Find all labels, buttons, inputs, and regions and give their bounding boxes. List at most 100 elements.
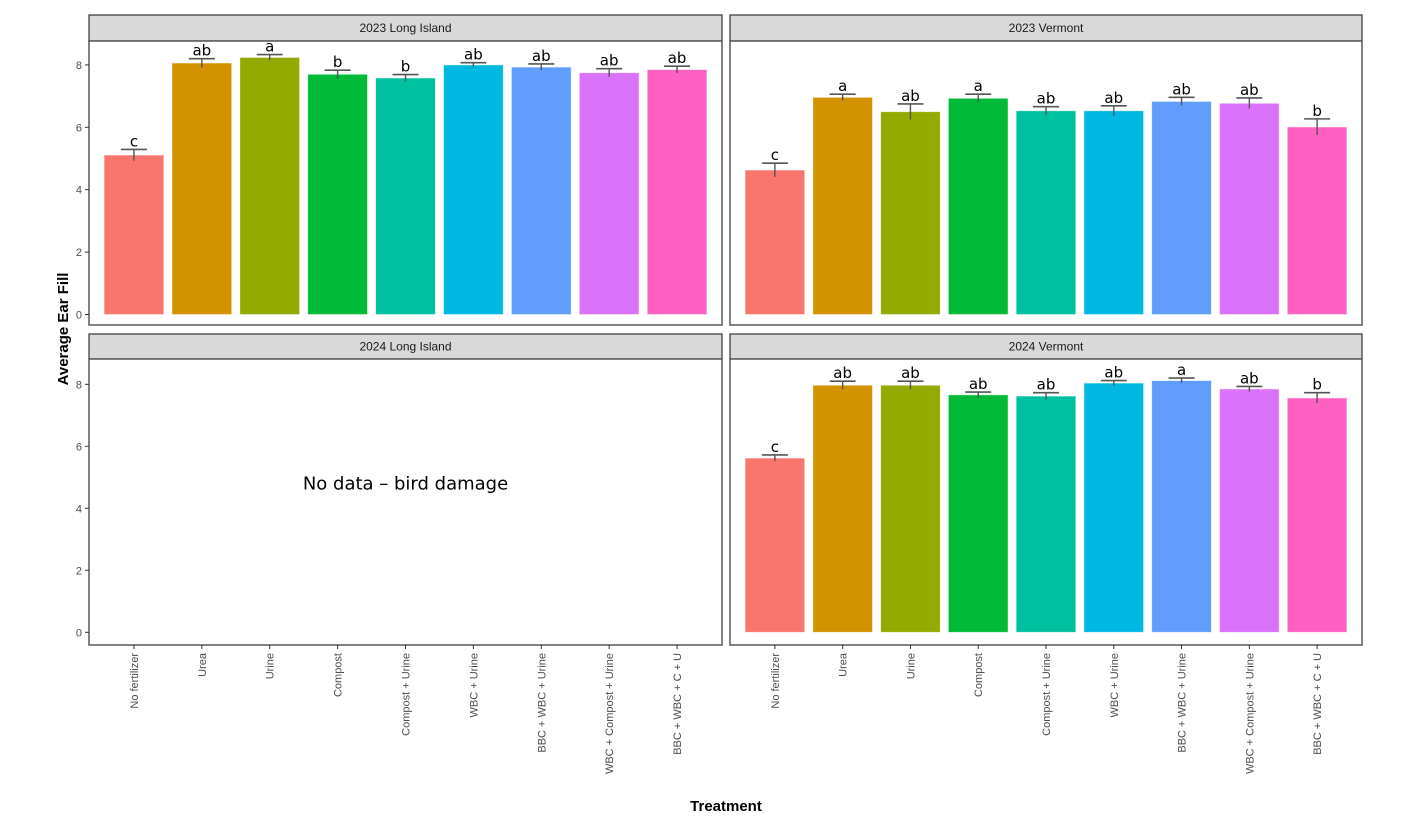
significance-letter: ab bbox=[1240, 81, 1259, 99]
bar bbox=[1219, 102, 1280, 315]
facet-strip-label: 2024 Vermont bbox=[1009, 340, 1084, 354]
x-tick-label: Compost bbox=[333, 653, 345, 697]
x-tick-label: WBC + Compost + Urine bbox=[604, 653, 616, 774]
bar bbox=[511, 66, 572, 315]
bar bbox=[1151, 380, 1212, 633]
facet-strip-label: 2023 Vermont bbox=[1009, 21, 1084, 35]
bar bbox=[1219, 388, 1280, 633]
y-tick-label: 6 bbox=[76, 441, 82, 453]
x-tick-label: No fertilizer bbox=[129, 653, 141, 709]
bar bbox=[307, 73, 368, 315]
facet-strip bbox=[88, 333, 723, 360]
bar bbox=[1083, 382, 1145, 633]
bar bbox=[812, 96, 873, 315]
bar bbox=[375, 77, 436, 315]
x-tick-label: Urea bbox=[197, 652, 209, 677]
panel-frame bbox=[88, 358, 723, 646]
significance-letter: ab bbox=[1037, 376, 1056, 394]
significance-letter: b bbox=[1312, 102, 1322, 120]
facet-strip bbox=[729, 14, 1363, 42]
significance-letter: ab bbox=[1037, 90, 1056, 108]
x-tick-label: Urine bbox=[265, 653, 277, 679]
y-tick-label: 8 bbox=[76, 60, 82, 72]
y-tick-label: 8 bbox=[76, 379, 82, 391]
x-tick-label: Urea bbox=[838, 652, 850, 677]
x-tick-label: Compost + Urine bbox=[401, 653, 413, 736]
x-tick-label: Urine bbox=[905, 653, 917, 679]
significance-letter: c bbox=[771, 146, 779, 164]
x-tick-label: BBC + WBC + C + U bbox=[672, 653, 684, 755]
x-tick-label: BBC + WBC + Urine bbox=[1177, 653, 1189, 753]
significance-letter: b bbox=[401, 58, 411, 76]
x-tick-label: WBC + Compost + Urine bbox=[1244, 653, 1256, 774]
bar bbox=[1015, 110, 1077, 315]
bar bbox=[1286, 126, 1348, 315]
facet-strip bbox=[88, 14, 723, 42]
significance-letter: ab bbox=[1104, 89, 1123, 107]
significance-letter: ab bbox=[532, 47, 551, 65]
x-tick-label: Compost + Urine bbox=[1041, 653, 1053, 736]
bar bbox=[1083, 110, 1145, 315]
significance-letter: ab bbox=[1240, 369, 1259, 387]
x-tick-label: WBC + Urine bbox=[1109, 653, 1121, 718]
y-tick-label: 6 bbox=[76, 122, 82, 134]
significance-letter: c bbox=[771, 438, 779, 456]
significance-letter: a bbox=[838, 77, 847, 95]
facet-strip-label: 2023 Long Island bbox=[359, 21, 451, 35]
bar bbox=[948, 97, 1009, 315]
bar bbox=[880, 384, 941, 633]
bar bbox=[1286, 397, 1348, 633]
x-tick-label: BBC + WBC + C + U bbox=[1312, 653, 1324, 755]
bar bbox=[1151, 101, 1212, 315]
bar bbox=[744, 169, 806, 315]
x-axis-title: Treatment bbox=[690, 798, 762, 815]
y-tick-label: 4 bbox=[76, 185, 82, 197]
x-tick-label: BBC + WBC + Urine bbox=[536, 653, 548, 753]
y-tick-label: 0 bbox=[76, 627, 82, 639]
significance-letter: ab bbox=[901, 364, 920, 382]
panel-4: 2024 Vermont No fertilizer Urea Urine Compos… bbox=[729, 333, 1363, 774]
significance-letter: ab bbox=[969, 375, 988, 393]
bar bbox=[578, 72, 640, 315]
significance-letter: b bbox=[1312, 376, 1322, 394]
facet-strip bbox=[729, 333, 1363, 360]
bar bbox=[1015, 395, 1077, 633]
panel-2: 2023 Vermont c a ab a ab ab ab ab b bbox=[729, 14, 1363, 326]
panel-3: 2024 Long Island 0 2 4 6 8 No fertilizer Urea Ur… bbox=[76, 333, 723, 774]
significance-letter: ab bbox=[901, 87, 920, 105]
significance-letter: c bbox=[130, 132, 138, 150]
significance-letter: ab bbox=[1104, 364, 1123, 382]
significance-letter: ab bbox=[192, 42, 211, 60]
bar bbox=[948, 394, 1009, 633]
y-tick-label: 4 bbox=[76, 503, 82, 515]
bar bbox=[443, 64, 504, 315]
significance-letter: ab bbox=[668, 49, 687, 67]
significance-letter: ab bbox=[600, 52, 619, 70]
x-tick-label: Compost bbox=[973, 653, 985, 697]
y-tick-label: 0 bbox=[76, 310, 82, 322]
bar bbox=[744, 457, 806, 633]
significance-letter: ab bbox=[833, 364, 852, 382]
bar bbox=[812, 384, 873, 633]
significance-letter: a bbox=[974, 77, 983, 95]
no-data-annotation: No data – bird damage bbox=[303, 474, 508, 495]
significance-letter: a bbox=[1177, 361, 1186, 379]
x-tick-label: No fertilizer bbox=[770, 653, 782, 709]
significance-letter: b bbox=[333, 53, 343, 71]
bar bbox=[646, 69, 708, 315]
significance-letter: a bbox=[265, 38, 274, 56]
bar bbox=[880, 111, 941, 315]
facet-strip-label: 2024 Long Island bbox=[359, 340, 451, 354]
bar bbox=[103, 154, 165, 315]
x-tick-label: WBC + Urine bbox=[468, 653, 480, 718]
y-axis-title: Average Ear Fill bbox=[55, 273, 72, 386]
significance-letter: ab bbox=[1172, 80, 1191, 98]
bar bbox=[239, 57, 300, 315]
significance-letter: ab bbox=[464, 46, 483, 64]
y-tick-label: 2 bbox=[76, 565, 82, 577]
y-tick-label: 2 bbox=[76, 247, 82, 259]
bar bbox=[171, 62, 233, 315]
